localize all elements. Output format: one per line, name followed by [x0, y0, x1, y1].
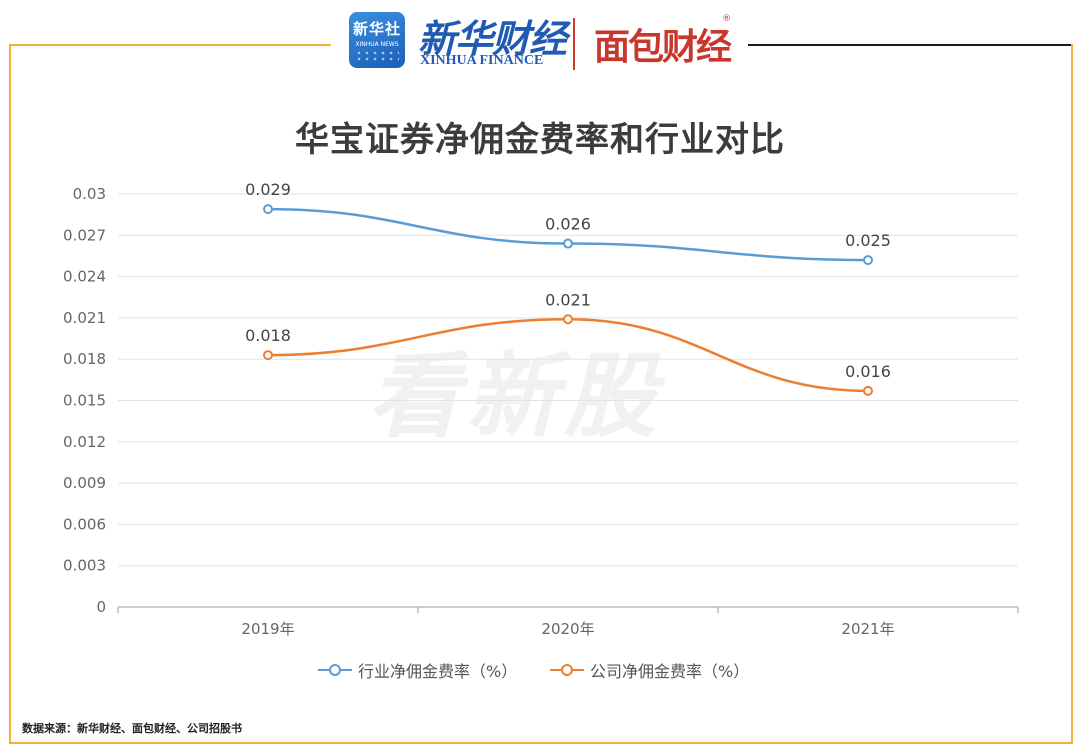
x-tick-label: 2021年	[841, 620, 894, 638]
x-tick-label: 2019年	[241, 620, 294, 638]
data-source-note: 数据来源：新华财经、面包财经、公司招股书	[22, 722, 242, 735]
legend-company-marker-icon	[550, 664, 584, 676]
legend-company-label: 公司净佣金费率（%）	[590, 662, 750, 681]
badge-main-text: 新华社	[352, 20, 401, 38]
frame-top-right-line	[748, 44, 1073, 46]
badge-sub-text: XINHUA NEWS	[355, 41, 399, 48]
data-label: 0.029	[245, 180, 291, 199]
legend-industry-label: 行业净佣金费率（%）	[358, 662, 518, 681]
frame-left-line	[9, 44, 11, 744]
y-tick-label: 0.024	[63, 268, 106, 286]
xinhua-finance-logo-cn: 新华财经	[418, 16, 567, 61]
data-label: 0.021	[545, 290, 591, 309]
y-tick-label: 0.03	[73, 185, 106, 203]
mianbao-finance-logo: 面包财经	[594, 27, 732, 68]
y-tick-label: 0.006	[63, 515, 106, 533]
data-point	[563, 314, 573, 325]
y-tick-label: 0.027	[63, 226, 106, 244]
x-tick-label: 2020年	[541, 620, 594, 638]
network-dots-icon	[355, 50, 399, 62]
data-label: 0.026	[545, 215, 591, 234]
y-tick-label: 0.003	[63, 557, 106, 575]
data-point	[863, 385, 873, 396]
y-tick-label: 0.021	[63, 309, 106, 327]
xinhua-news-logo: 新华社 XINHUA NEWS	[349, 12, 405, 68]
y-tick-label: 0.018	[63, 350, 106, 368]
registered-mark: ®	[722, 14, 731, 24]
xinhua-finance-logo-en: XINHUA FINANCE	[420, 53, 544, 68]
legend-item-industry[interactable]: 行业净佣金费率（%）	[318, 658, 517, 682]
frame-right-line	[1071, 44, 1073, 744]
data-label: 0.018	[245, 326, 291, 345]
legend-item-company[interactable]: 公司净佣金费率（%）	[550, 658, 749, 682]
y-tick-label: 0.009	[63, 474, 106, 492]
legend-industry-marker-icon	[318, 664, 352, 676]
frame-bottom-line	[9, 742, 1073, 744]
logo-divider	[573, 18, 575, 70]
data-point	[263, 204, 273, 215]
y-tick-label: 0.015	[63, 392, 106, 410]
data-label: 0.016	[845, 362, 891, 381]
y-tick-label: 0.012	[63, 433, 106, 451]
data-point	[563, 238, 573, 249]
series-line-1	[267, 318, 869, 393]
frame-top-left-line	[9, 44, 331, 46]
chart-title: 华宝证券净佣金费率和行业对比	[295, 120, 785, 160]
data-point	[263, 350, 273, 361]
data-label: 0.025	[845, 231, 891, 250]
y-tick-label: 0	[96, 598, 106, 616]
data-point	[863, 255, 873, 266]
